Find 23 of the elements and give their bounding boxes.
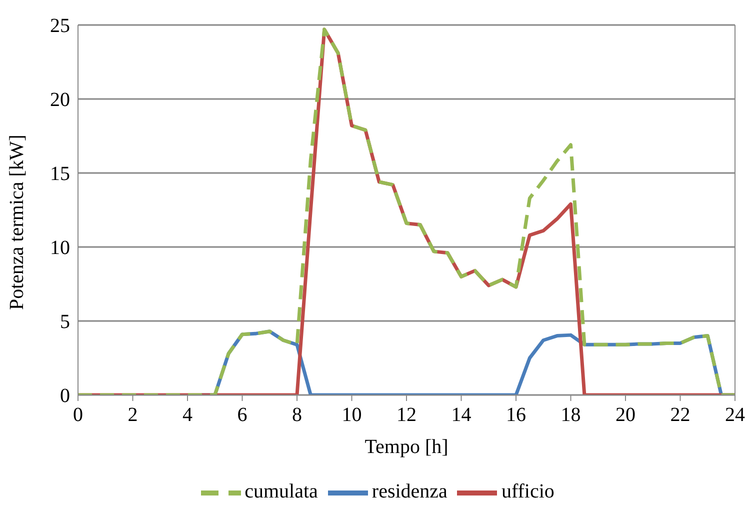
y-tick-label: 25 [50,15,70,38]
x-tick-label: 12 [396,404,416,426]
legend-label: ufficio [501,480,554,503]
y-tick-label: 20 [50,89,70,112]
x-tick-label: 8 [292,404,302,426]
x-tick-label: 22 [670,404,690,426]
x-tick-label: 10 [342,404,362,426]
x-tick-label: 18 [560,404,581,426]
y-axis-title: Potenza termica [kW] [6,134,28,310]
x-tick-label: 24 [725,404,745,426]
x-tick-label: 6 [237,404,248,426]
y-tick-label: 15 [50,163,70,186]
x-tick-label: 14 [451,404,472,426]
y-tick-label: 5 [60,311,70,334]
x-tick-label: 2 [128,404,138,426]
x-axis-title: Tempo [h] [364,436,448,458]
y-tick-label: 10 [50,237,70,260]
legend-label: cumulata [244,480,318,503]
x-tick-label: 20 [616,404,636,426]
x-tick-label: 16 [506,404,526,426]
legend-label: residenza [372,480,448,503]
y-tick-label: 0 [60,385,70,408]
x-tick-label: 4 [182,404,192,426]
